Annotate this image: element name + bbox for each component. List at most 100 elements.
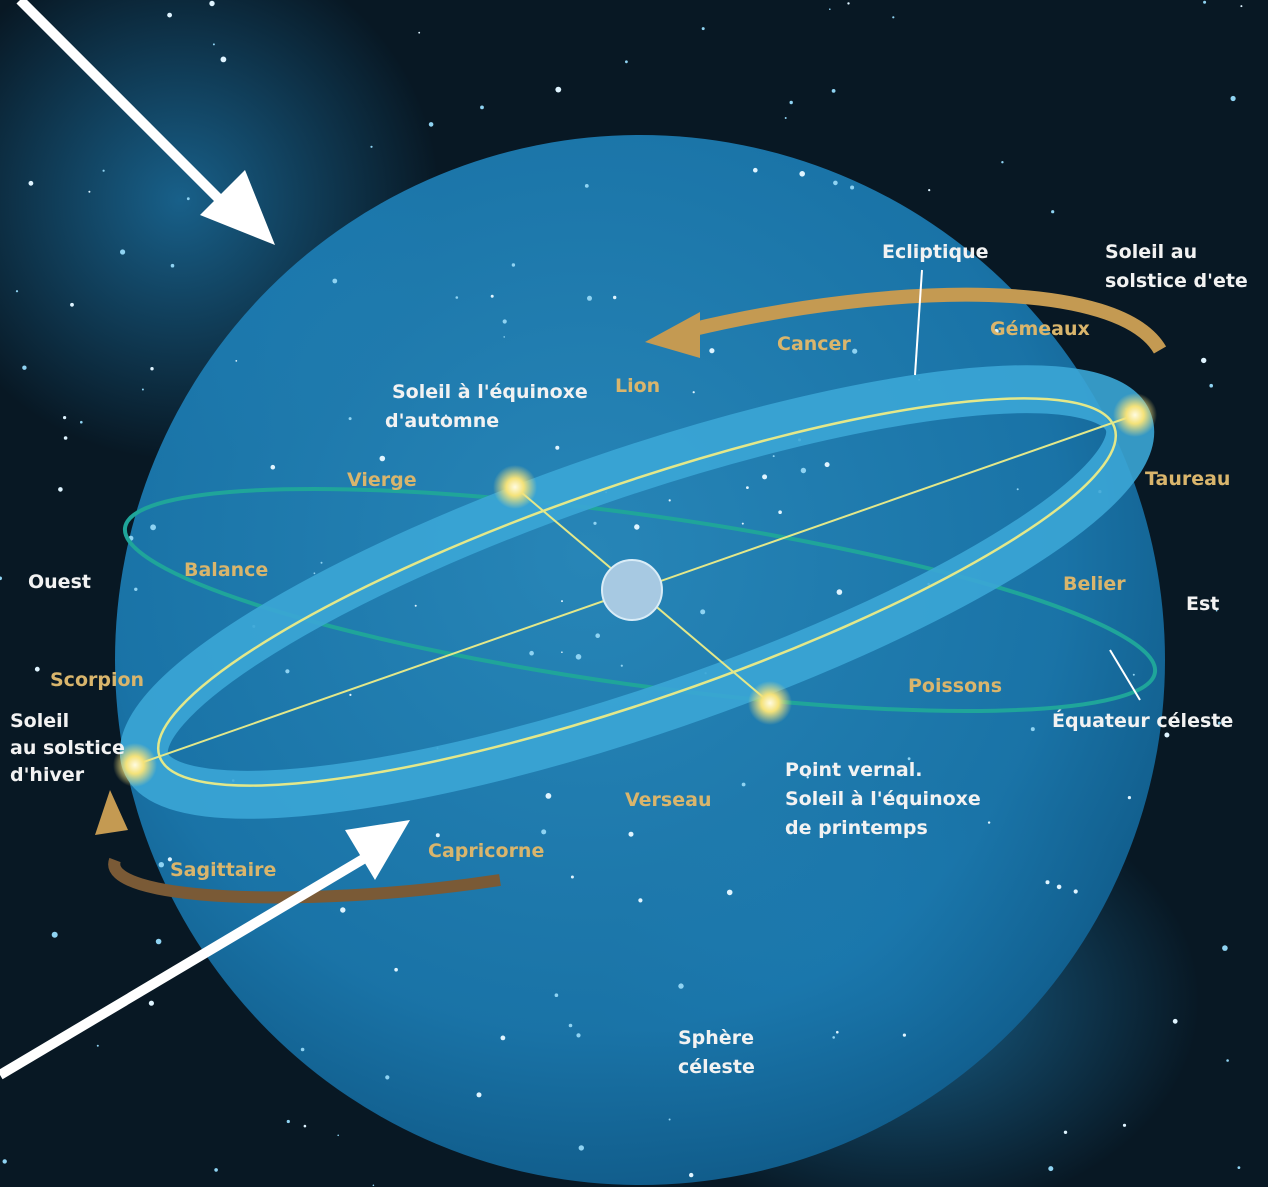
star (555, 446, 559, 450)
star (150, 367, 153, 370)
star (415, 605, 417, 607)
star (429, 122, 434, 127)
star (1231, 96, 1236, 101)
label: Équateur céleste (1052, 709, 1233, 732)
zodiac-label: Poissons (908, 675, 1002, 697)
star (1203, 1, 1206, 4)
star (235, 360, 237, 362)
zodiac-label: Sagittaire (170, 859, 276, 881)
star (491, 295, 494, 298)
star (785, 117, 787, 119)
star (64, 436, 68, 440)
page: Ecliptique Soleil au solstice d'ete Sole… (0, 0, 1268, 1187)
star (778, 510, 782, 514)
star (35, 667, 40, 672)
star (702, 27, 705, 30)
star (1226, 1059, 1229, 1062)
star (593, 522, 596, 525)
label: solstice d'ete (1105, 270, 1248, 292)
sun (1113, 393, 1157, 437)
star (480, 106, 484, 110)
star (988, 821, 990, 823)
zodiac-label: Belier (1063, 573, 1126, 595)
star (1173, 1019, 1178, 1024)
star (171, 264, 175, 268)
star (847, 2, 849, 4)
star (380, 456, 386, 462)
star (142, 389, 144, 391)
star (561, 651, 563, 653)
label: d'hiver (10, 764, 85, 786)
star (693, 391, 695, 393)
zodiac-label: Gémeaux (990, 318, 1090, 340)
star (167, 13, 172, 18)
star (70, 303, 74, 307)
star (501, 1036, 506, 1041)
star (436, 833, 440, 837)
star (571, 876, 574, 879)
star (1240, 5, 1242, 7)
label: céleste (678, 1056, 755, 1078)
star (385, 1075, 389, 1079)
star (700, 609, 705, 614)
star (625, 60, 628, 63)
star (634, 524, 639, 529)
star (134, 588, 137, 591)
star (287, 1120, 290, 1123)
star (271, 465, 276, 470)
star (373, 1185, 375, 1187)
zodiac-label: Scorpion (50, 669, 144, 691)
star (546, 793, 552, 799)
star (1001, 161, 1003, 163)
star (1017, 488, 1019, 490)
star (576, 1033, 580, 1037)
star (555, 993, 559, 997)
star (1209, 384, 1213, 388)
star (669, 1119, 671, 1121)
star (569, 1024, 573, 1028)
star (1064, 1131, 1067, 1134)
diagram: Ecliptique Soleil au solstice d'ete Sole… (0, 0, 1268, 1187)
star (790, 101, 793, 104)
zodiac-label: Lion (615, 375, 660, 397)
star (678, 983, 683, 988)
star (595, 633, 600, 638)
star (2, 1159, 6, 1163)
label: au solstice (10, 737, 125, 759)
star (850, 186, 854, 190)
star (903, 1034, 906, 1037)
star (1133, 674, 1135, 676)
star (1074, 889, 1078, 893)
star (541, 829, 546, 834)
star (301, 1048, 305, 1052)
label: Ouest (28, 571, 91, 593)
star (512, 263, 515, 266)
star (477, 1092, 482, 1097)
label: Est (1186, 593, 1219, 615)
star (394, 968, 398, 972)
star (833, 181, 838, 186)
star (832, 1036, 835, 1039)
star (503, 319, 507, 323)
star (555, 87, 561, 93)
star (1048, 1166, 1053, 1171)
sun (493, 465, 537, 509)
star (852, 349, 857, 354)
label: d'automne (385, 410, 499, 432)
star (825, 462, 830, 467)
label: Soleil à l'équinoxe (392, 381, 588, 403)
star (579, 1145, 584, 1150)
star (332, 279, 337, 284)
star (561, 600, 563, 602)
star (529, 651, 534, 656)
label: Ecliptique (882, 241, 988, 263)
star (1031, 727, 1035, 731)
star (1123, 1124, 1126, 1127)
star (1222, 945, 1228, 951)
star (829, 8, 831, 10)
star (103, 170, 105, 172)
star (349, 694, 351, 696)
label: Soleil (10, 710, 69, 732)
star (88, 191, 90, 193)
star (370, 146, 372, 148)
